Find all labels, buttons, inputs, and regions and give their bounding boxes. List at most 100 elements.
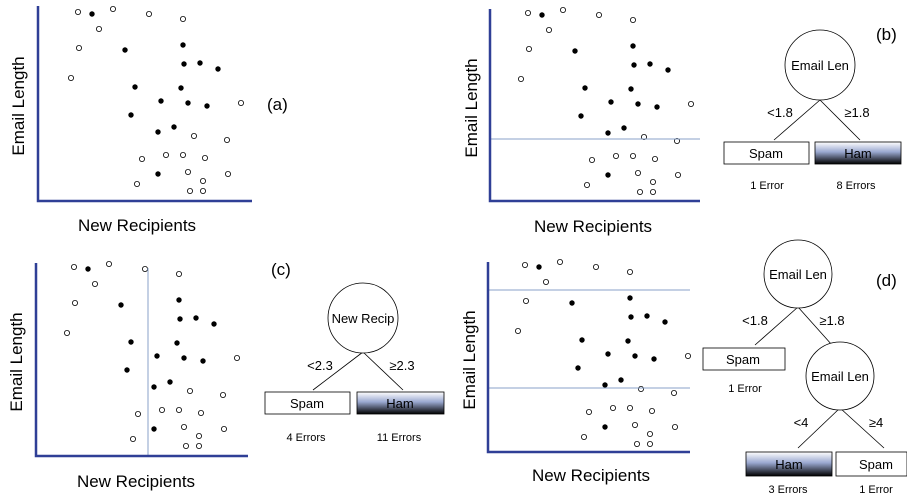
- scatter-d-point-filled: [605, 351, 611, 357]
- scatter-d-points: [515, 258, 692, 447]
- scatter-c-point-hollow: [71, 263, 78, 270]
- scatter-b-point-hollow: [589, 156, 596, 163]
- xlabel-a: New Recipients: [78, 216, 196, 235]
- scatter-c-point-filled: [176, 297, 182, 303]
- tree-d-leaf-ham-label: Ham: [775, 457, 802, 472]
- tree-d-child-edge-left: [797, 407, 841, 449]
- scatter-b-point-hollow: [650, 188, 657, 195]
- scatter-a-point-hollow: [179, 15, 186, 22]
- scatter-c-point-filled: [128, 339, 134, 345]
- scatter-a-point-filled: [155, 171, 161, 177]
- scatter-b-point-filled: [539, 12, 545, 18]
- scatter-b-point-filled: [665, 67, 671, 73]
- tree-b-branch-right: ≥1.8: [844, 105, 869, 120]
- scatter-a-point-filled: [185, 100, 191, 106]
- scatter-c-point-filled: [167, 379, 173, 385]
- panel-a: Email Length New Recipients (a): [9, 6, 288, 235]
- tree-d-child-node: [805, 341, 875, 411]
- scatter-b-point-filled: [572, 48, 578, 54]
- scatter-d-point-filled: [602, 424, 608, 430]
- tree-b-root-label: Email Len: [791, 58, 849, 73]
- scatter-d-point-filled: [569, 300, 575, 306]
- tree-d-root-label: Email Len: [769, 267, 827, 282]
- scatter-a-point-hollow: [145, 10, 152, 17]
- scatter-d-point-hollow: [523, 297, 530, 304]
- scatter-d-point-hollow: [672, 423, 679, 430]
- panel-b: Email Length New Recipients (b) Email Le…: [462, 7, 902, 236]
- scatter-b-point-hollow: [525, 9, 532, 16]
- scatter-c-point-hollow: [129, 435, 136, 442]
- scatter-a-point-filled: [215, 66, 221, 72]
- ylabel-a: Email Length: [9, 56, 28, 155]
- scatter-b-point-hollow: [596, 11, 603, 18]
- tree-b-leaf-ham: [814, 141, 902, 165]
- tree-d-leaf-top-spam: [702, 347, 786, 371]
- scatter-a-point-hollow: [110, 6, 117, 12]
- panel-tag-c: (c): [271, 260, 291, 279]
- scatter-b-point-hollow: [630, 16, 637, 23]
- scatter-d-point-hollow: [586, 408, 593, 415]
- tree-b-leaf-ham-errors: 8 Errors: [836, 180, 876, 192]
- scatter-d-point-hollow: [647, 440, 654, 447]
- scatter-a-point-hollow: [75, 8, 82, 15]
- scatter-d-point-hollow: [634, 440, 641, 447]
- scatter-b-point-hollow: [652, 155, 659, 162]
- scatter-b-point-hollow: [688, 101, 695, 108]
- scatter-a-point-hollow: [76, 45, 83, 52]
- scatter-c-point-filled: [193, 315, 199, 321]
- scatter-c-point-filled: [124, 367, 130, 373]
- scatter-b-point-filled: [628, 86, 634, 92]
- scatter-d-point-hollow: [627, 268, 634, 275]
- tree-d-leaf-spam-label: Spam: [859, 457, 893, 472]
- scatter-a-point-hollow: [223, 136, 230, 143]
- scatter-a-point-hollow: [237, 100, 244, 107]
- scatter-c-point-hollow: [197, 409, 204, 416]
- scatter-b-point-hollow: [674, 137, 681, 144]
- tree-b-leaf-spam-errors: 1 Error: [750, 180, 784, 192]
- tree-b-leaf-spam-label: Spam: [749, 146, 783, 161]
- scatter-c-point-hollow: [233, 354, 240, 361]
- tree-d-branch-left: <1.8: [742, 313, 768, 328]
- scatter-c-point-hollow: [186, 387, 193, 394]
- scatter-b-point-hollow: [637, 188, 644, 195]
- scatter-c-point-filled: [85, 266, 91, 272]
- scatter-a-point-filled: [122, 47, 128, 53]
- scatter-a-point-filled: [180, 42, 186, 48]
- tree-c-leaf-spam-label: Spam: [290, 396, 324, 411]
- scatter-c-point-hollow: [175, 270, 182, 277]
- scatter-b-point-hollow: [675, 171, 682, 178]
- scatter-d-point-hollow: [515, 327, 522, 334]
- scatter-a-point-hollow: [184, 168, 191, 175]
- tree-c-leaf-ham-label: Ham: [386, 396, 413, 411]
- scatter-b-point-filled: [654, 104, 660, 110]
- scatter-d-point-hollow: [638, 385, 645, 392]
- tree-c-leaf-spam: [264, 391, 351, 415]
- xlabel-b: New Recipients: [534, 217, 652, 236]
- scatter-d-point-filled: [627, 295, 633, 301]
- scatter-a-point-hollow: [186, 187, 193, 194]
- scatter-d-point-hollow: [522, 261, 529, 268]
- scatter-c-point-filled: [118, 302, 124, 308]
- scatter-b-point-filled: [647, 61, 653, 67]
- scatter-a-point-filled: [171, 124, 177, 130]
- scatter-d-point-hollow: [671, 389, 678, 396]
- scatter-c-point-filled: [154, 353, 160, 359]
- panel-tag-a: (a): [267, 95, 288, 114]
- scatter-c-point-hollow: [158, 406, 165, 413]
- scatter-a-points: [68, 6, 244, 194]
- scatter-b-point-hollow: [641, 133, 648, 140]
- tree-b-leaf-ham-label: Ham: [844, 146, 871, 161]
- axes-d: [486, 262, 690, 454]
- tree-d-child-label: Email Len: [811, 369, 869, 384]
- tree-d: Email Len <1.8 ≥1.8 Spam 1 Error Email L…: [702, 239, 907, 494]
- xlabel-d: New Recipients: [532, 466, 650, 485]
- scatter-b-point-filled: [635, 101, 641, 107]
- tree-b-leaf-spam: [723, 141, 810, 165]
- scatter-d-point-filled: [625, 338, 631, 344]
- panel-c: Email Length New Recipients (c) New Reci…: [7, 260, 445, 491]
- scatter-c-point-filled: [174, 340, 180, 346]
- scatter-d-point-filled: [579, 337, 585, 343]
- scatter-c-point-hollow: [134, 410, 141, 417]
- tree-d-child-branch-left: <4: [794, 415, 809, 430]
